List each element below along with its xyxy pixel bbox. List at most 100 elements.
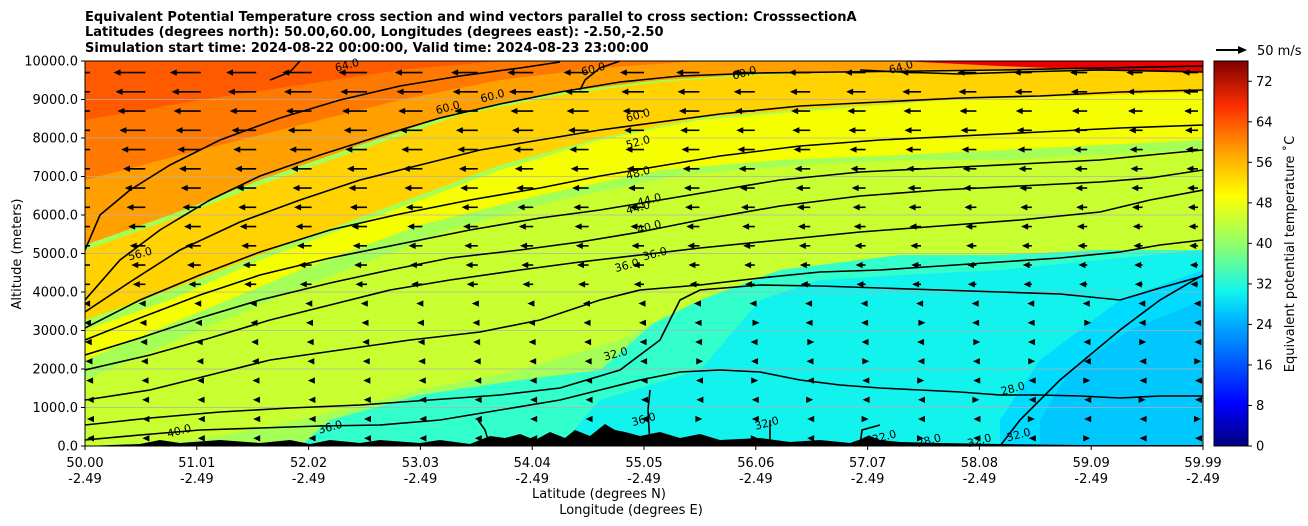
wind-vector: [346, 165, 367, 172]
wind-vector: [126, 204, 146, 211]
wind-vector: [471, 300, 479, 307]
wind-vector: [1134, 261, 1143, 269]
wind-vector: [408, 242, 423, 249]
wind-vector: [806, 358, 814, 365]
wind-vector: [1189, 242, 1198, 249]
wind-vector: [750, 435, 758, 442]
wind-vector: [351, 223, 367, 230]
wind-vector: [793, 146, 811, 153]
wind-vector: [578, 281, 589, 288]
wind-vector: [402, 165, 423, 172]
y-tick-label: 10000.0: [24, 55, 78, 70]
colorbar-tick-label: 64: [1256, 115, 1273, 130]
wind-vector: [1016, 127, 1032, 134]
y-tick-label: 2000.0: [33, 363, 79, 378]
wind-vector: [419, 396, 427, 403]
wind-vector: [846, 88, 866, 95]
wind-vector: [1019, 184, 1032, 192]
wind-vector: [966, 242, 977, 249]
wind-vector: [789, 88, 811, 95]
x-axis-label-2: Longitude (degrees E): [559, 503, 703, 518]
wind-vector: [972, 358, 980, 365]
wind-vector: [460, 184, 478, 192]
wind-vector: [794, 165, 811, 172]
wind-vector: [128, 223, 146, 230]
wind-vector: [694, 319, 702, 326]
colorbar-tick-label: 48: [1256, 196, 1273, 211]
wind-vector: [85, 187, 90, 189]
wind-vector: [806, 377, 814, 384]
wind-vector: [686, 223, 700, 230]
wind-vector: [473, 358, 481, 365]
wind-vector: [1020, 204, 1032, 211]
wind-vector: [917, 435, 924, 442]
wind-vector: [696, 358, 704, 365]
wind-vector: [466, 281, 478, 288]
wind-vector: [972, 396, 980, 403]
wind-vector: [966, 261, 977, 269]
wind-vector: [1195, 396, 1202, 403]
wind-vectors: [85, 69, 1202, 442]
contour-label: 36.0: [613, 256, 640, 275]
y-axis: 0.0 1000.0 2000.0 3000.0 4000.0 5000.0 6000.0 7…: [24, 55, 85, 455]
colorbar-label: Equivalent potential temperature ˚C: [1282, 136, 1298, 372]
x-tick-lon-label: -2.49: [1074, 472, 1108, 487]
wind-vector: [1070, 88, 1088, 95]
wind-vector: [522, 281, 534, 288]
wind-vector: [226, 69, 257, 76]
wind-vector: [1187, 184, 1198, 192]
wind-vector: [902, 88, 921, 95]
y-tick-label: 9000.0: [33, 93, 79, 108]
wind-vector: [85, 300, 91, 307]
wind-vector: [1074, 165, 1088, 172]
wind-vector: [417, 319, 425, 326]
wind-vector: [965, 223, 977, 230]
wind-vector: [461, 204, 478, 211]
wind-vector: [1139, 338, 1147, 346]
wind-vector: [407, 223, 423, 230]
wind-vector: [1138, 300, 1146, 307]
wind-vector: [861, 415, 869, 423]
wind-vector: [918, 396, 925, 403]
wind-vector: [1083, 338, 1091, 346]
wind-vector: [566, 107, 589, 115]
wind-vector: [958, 88, 977, 95]
x-tick-lat-label: 50.00: [66, 456, 103, 471]
wind-vector: [797, 223, 811, 230]
wind-vector: [844, 69, 866, 76]
wind-vector: [1078, 261, 1088, 269]
wind-vector: [175, 127, 201, 134]
x-tick-lon-label: -2.49: [739, 472, 773, 487]
wind-vector: [1139, 377, 1147, 384]
wind-vector: [411, 281, 423, 288]
wind-vector: [585, 415, 593, 423]
wind-vector: [298, 261, 312, 269]
wind-vector: [1073, 146, 1088, 153]
wind-vector: [1021, 242, 1032, 249]
wind-vector: [1027, 338, 1035, 346]
wind-vector: [639, 338, 647, 346]
y-tick-label: 7000.0: [33, 170, 79, 185]
wind-vector: [565, 88, 589, 95]
wind-vector: [1076, 204, 1088, 211]
wind-vector: [1127, 107, 1143, 115]
wind-vector: [113, 69, 146, 76]
wind-vector: [1028, 358, 1036, 365]
wind-vector: [507, 69, 534, 76]
wind-vector: [289, 146, 312, 153]
wind-vector: [850, 165, 866, 172]
contour-label: 60.0: [479, 87, 506, 106]
wind-vector: [418, 358, 426, 365]
wind-vector: [1027, 415, 1035, 423]
wind-vector: [196, 358, 204, 365]
wind-vector: [569, 146, 589, 153]
colorbar: [1213, 60, 1249, 447]
y-tick-label: 1000.0: [33, 401, 79, 416]
wind-vector: [624, 127, 644, 134]
wind-vector: [1017, 146, 1032, 153]
wind-vector: [1182, 69, 1198, 76]
wind-vector: [633, 281, 644, 288]
wind-vector: [362, 358, 370, 365]
contour-label: 44.0: [636, 191, 663, 210]
